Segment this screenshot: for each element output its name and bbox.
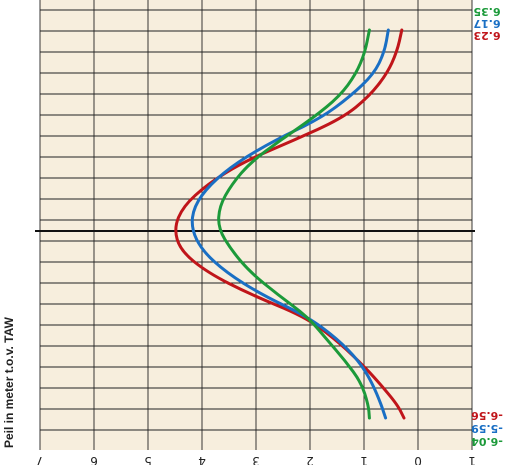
series-top-label: 6.23 [473,29,500,42]
series-layer [174,28,406,420]
x-tick-label: 2 [306,454,314,465]
x-tick-label: 1 [360,454,368,465]
x-tick-label: 1 [468,454,476,465]
x-tick-label: 0 [414,454,422,465]
series-line [190,28,390,420]
series-bottom-label: -6.04 [471,435,503,448]
x-tick-label: 7 [36,454,44,465]
end-labels: 6.356.176.23 -6.56-5.59-6.04 [471,5,503,448]
series-top-label: 6.17 [473,17,500,30]
series-bottom-label: -6.56 [471,409,503,422]
series-line [217,28,371,420]
series-top-label: 6.35 [473,5,500,18]
x-tick-label: 5 [144,454,152,465]
series-bottom-label: -5.59 [471,422,503,435]
x-tick-label: 4 [198,454,206,465]
x-tick-label: 3 [252,454,260,465]
grid [39,0,473,450]
x-tick-label: 6 [90,454,98,465]
x-tick-labels: 7 6 5 4 3 2 1 0 1 [36,454,476,465]
y-axis-label: Peil in meter t.o.v. TAW [2,316,16,448]
